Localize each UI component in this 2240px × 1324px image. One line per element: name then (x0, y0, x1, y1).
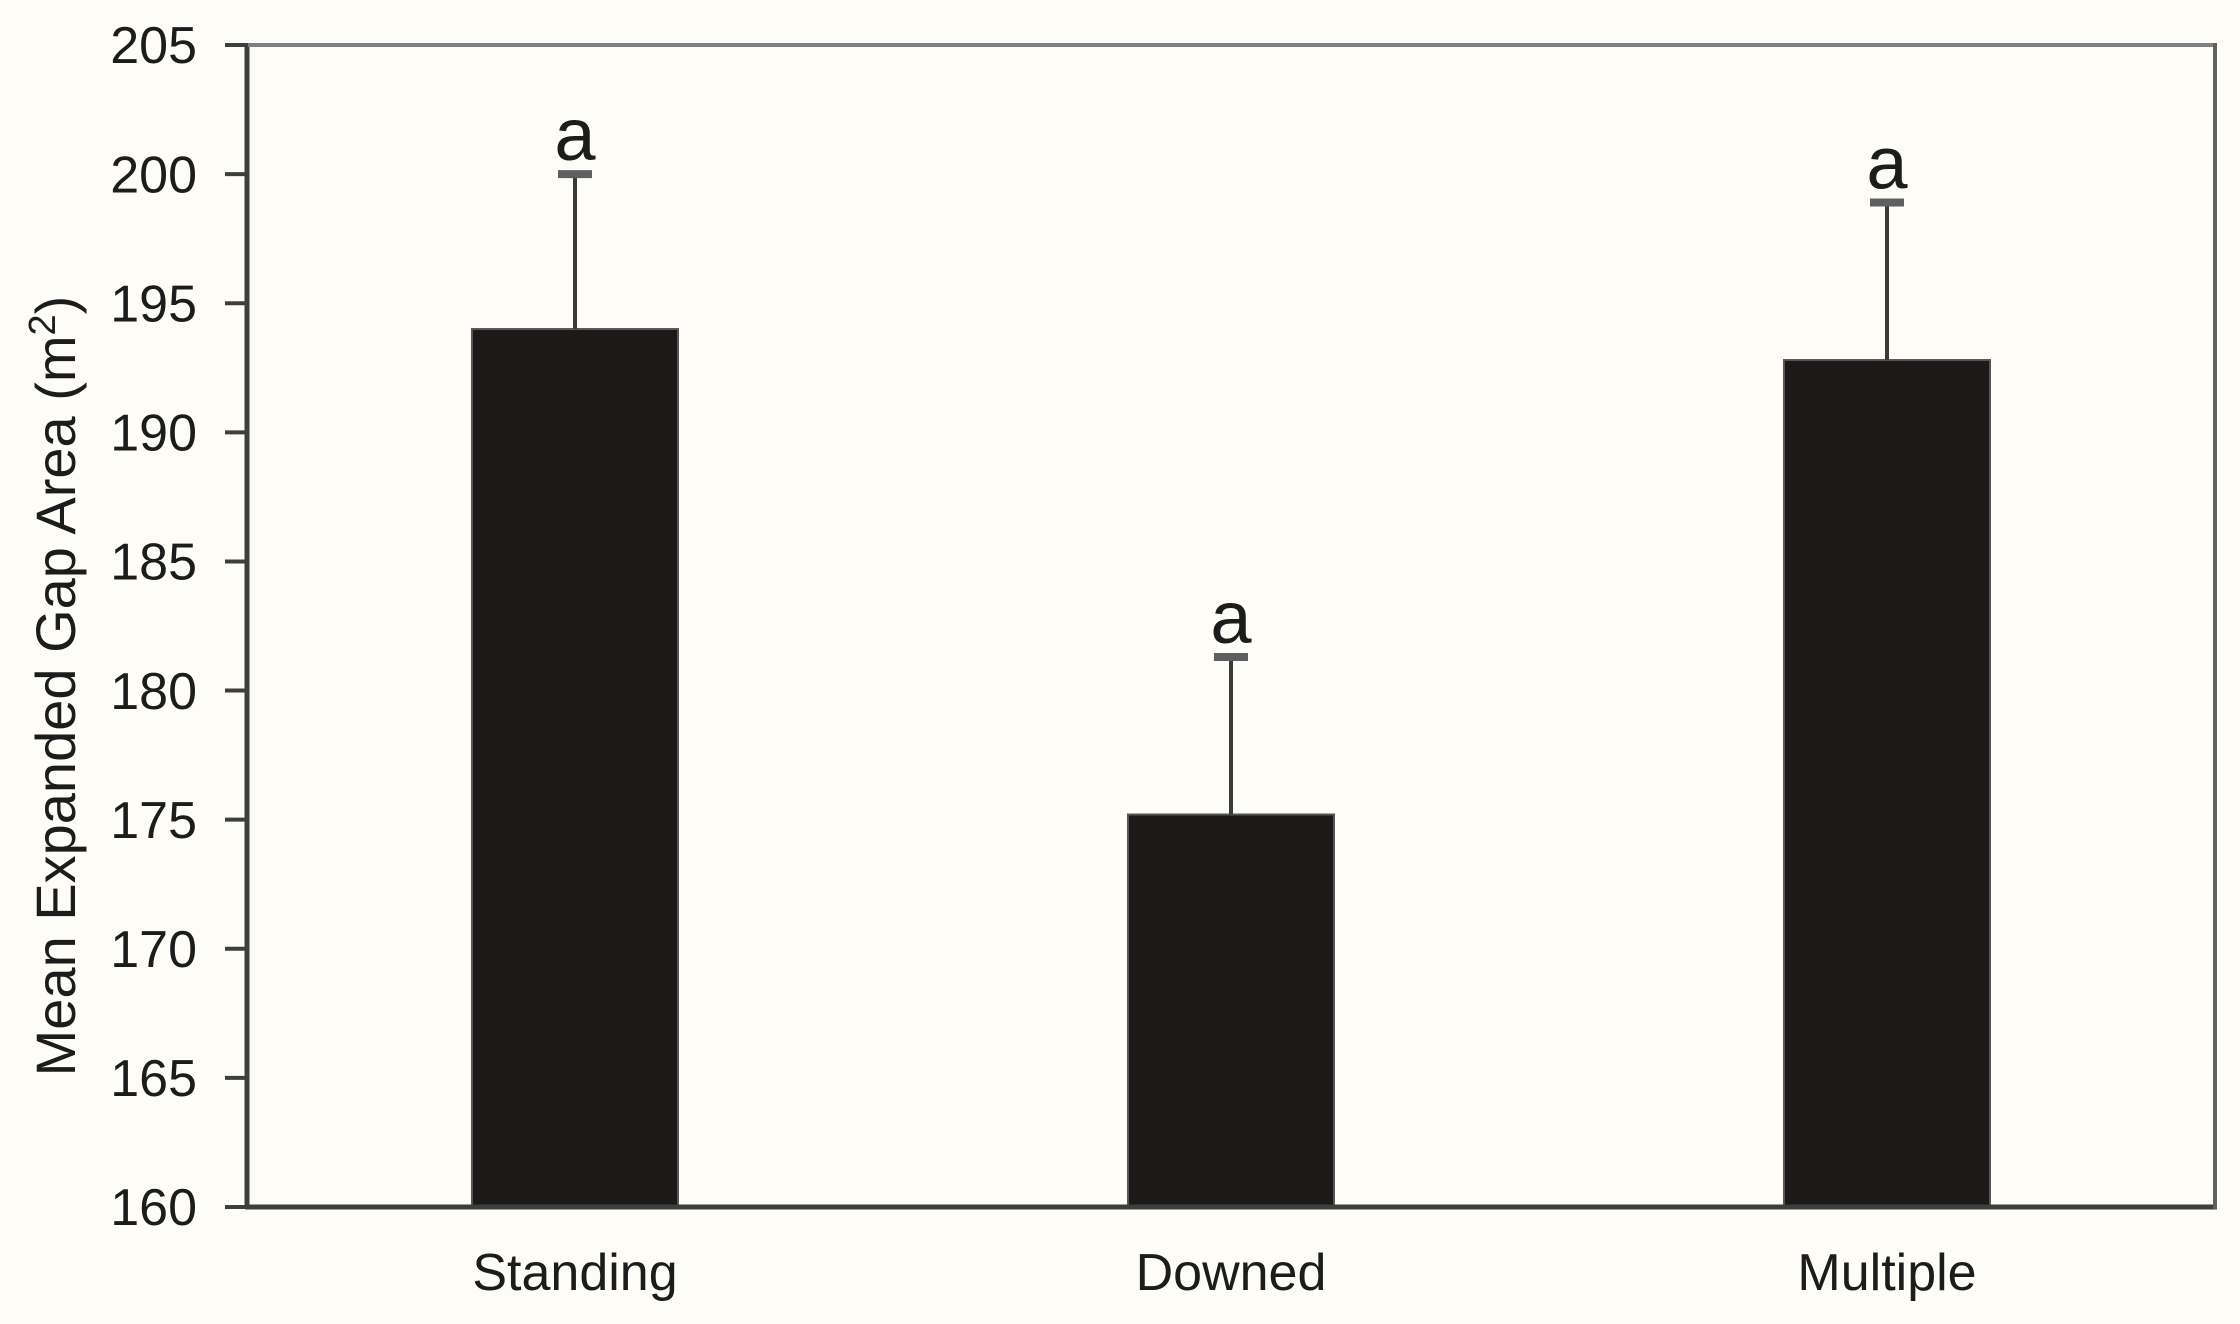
y-tick-label-165: 165 (110, 1050, 197, 1108)
significance-label-downed: a (1210, 576, 1252, 659)
bar-downed (1127, 813, 1335, 1208)
y-tick-label-160: 160 (110, 1179, 197, 1237)
x-category-label-standing: Standing (472, 1244, 677, 1302)
y-tick-label-195: 195 (110, 275, 197, 333)
y-axis-label: Mean Expanded Gap Area (m2) (22, 296, 87, 1077)
y-tick-label-180: 180 (110, 663, 197, 721)
y-tick-label-170: 170 (110, 921, 197, 979)
y-tick-label-190: 190 (110, 405, 197, 463)
significance-label-multiple: a (1866, 122, 1908, 205)
bar-multiple (1783, 359, 1991, 1208)
y-tick-label-205: 205 (110, 17, 197, 75)
bar-standing (471, 328, 679, 1208)
x-category-label-multiple: Multiple (1797, 1244, 1976, 1302)
y-tick-label-200: 200 (110, 146, 197, 204)
y-tick-label-175: 175 (110, 792, 197, 850)
x-category-label-downed: Downed (1136, 1244, 1327, 1302)
y-tick-label-185: 185 (110, 534, 197, 592)
significance-label-standing: a (554, 93, 596, 176)
